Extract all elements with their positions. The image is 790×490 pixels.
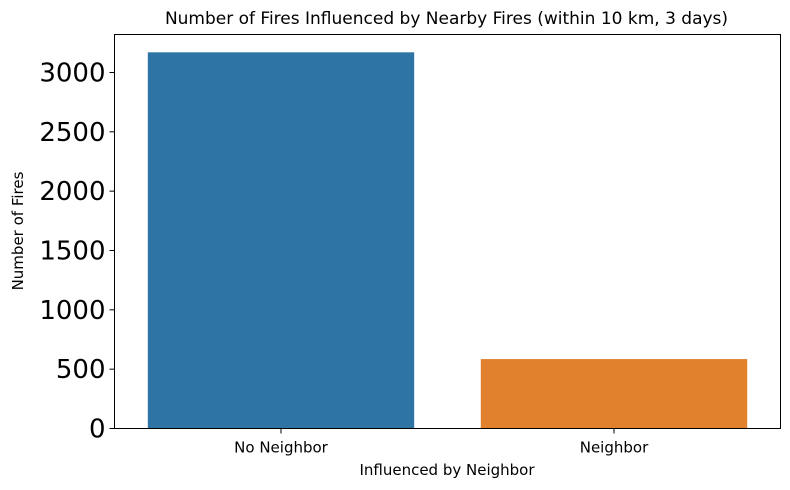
x-tick-label: No Neighbor bbox=[234, 439, 329, 457]
y-axis-label: Number of Fires bbox=[9, 171, 27, 290]
y-tick-label: 2000 bbox=[39, 177, 105, 207]
y-tick-label: 1000 bbox=[39, 296, 105, 326]
bar-neighbor bbox=[480, 359, 748, 429]
y-tick-label: 0 bbox=[89, 415, 106, 445]
chart-title: Number of Fires Influenced by Nearby Fir… bbox=[165, 9, 728, 29]
bar-no-neighbor bbox=[147, 52, 415, 429]
y-axis: 0 500 1000 1500 2000 2500 3000 bbox=[39, 58, 115, 445]
plot-frame bbox=[114, 34, 781, 429]
x-tick-label: Neighbor bbox=[580, 439, 649, 457]
x-axis-label: Influenced by Neighbor bbox=[359, 461, 535, 479]
y-tick-label: 3000 bbox=[39, 58, 105, 88]
plot-area bbox=[147, 52, 748, 429]
x-axis: No Neighbor Neighbor bbox=[234, 428, 649, 457]
y-tick-label: 500 bbox=[56, 355, 106, 385]
y-tick-label: 1500 bbox=[39, 236, 105, 266]
y-tick-label: 2500 bbox=[39, 118, 105, 148]
